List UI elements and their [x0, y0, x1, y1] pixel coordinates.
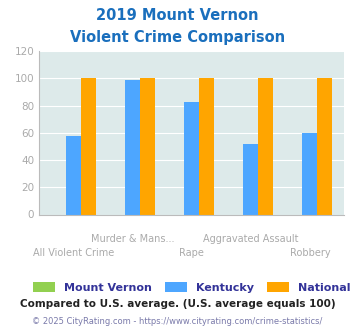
Text: Aggravated Assault: Aggravated Assault [203, 234, 299, 244]
Bar [199, 79, 214, 214]
Bar [184, 102, 199, 214]
Legend: Mount Vernon, Kentucky, National: Mount Vernon, Kentucky, National [28, 278, 355, 297]
Text: 2019 Mount Vernon: 2019 Mount Vernon [96, 8, 259, 23]
Text: Rape: Rape [179, 248, 204, 258]
Bar [258, 79, 273, 214]
Bar [317, 79, 332, 214]
Text: Robbery: Robbery [290, 248, 330, 258]
Bar [66, 136, 81, 214]
Text: Violent Crime Comparison: Violent Crime Comparison [70, 30, 285, 45]
Bar [244, 144, 258, 214]
Text: All Violent Crime: All Violent Crime [33, 248, 114, 258]
Bar [302, 133, 317, 214]
Text: Compared to U.S. average. (U.S. average equals 100): Compared to U.S. average. (U.S. average … [20, 299, 335, 309]
Text: Murder & Mans...: Murder & Mans... [91, 234, 174, 244]
Bar [140, 79, 155, 214]
Bar [125, 80, 140, 214]
Bar [81, 79, 96, 214]
Text: © 2025 CityRating.com - https://www.cityrating.com/crime-statistics/: © 2025 CityRating.com - https://www.city… [32, 317, 323, 326]
